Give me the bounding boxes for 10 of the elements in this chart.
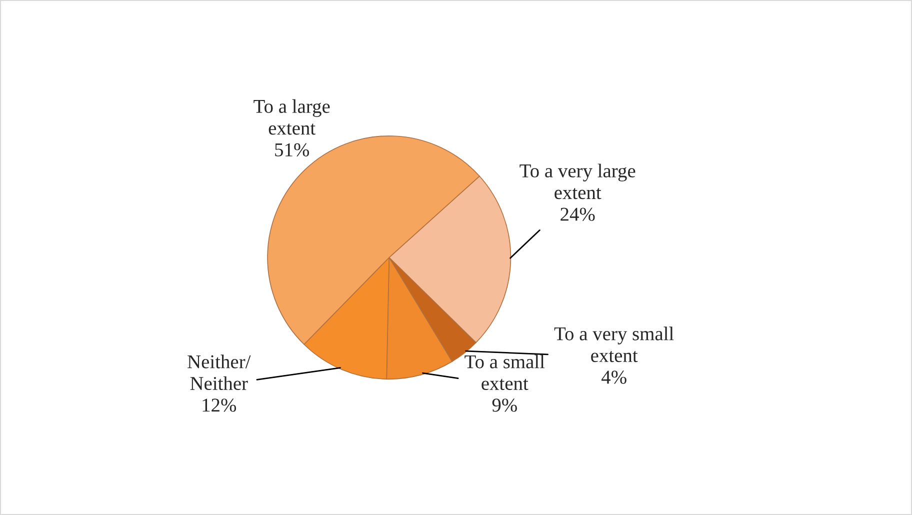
slice-label: Neither/ Neither [188, 354, 251, 390]
slice-label: To a large extent [254, 99, 330, 135]
slice-label: To a very large extent [520, 164, 636, 200]
data-label: 4% [602, 370, 626, 384]
slice-label: To a very small extent [554, 326, 674, 362]
data-label: 51% [275, 143, 309, 156]
data-label: 9% [492, 398, 517, 412]
slice-label: To a small extent [464, 354, 545, 390]
data-label: 12% [202, 398, 236, 412]
data-label: 24% [560, 208, 595, 221]
